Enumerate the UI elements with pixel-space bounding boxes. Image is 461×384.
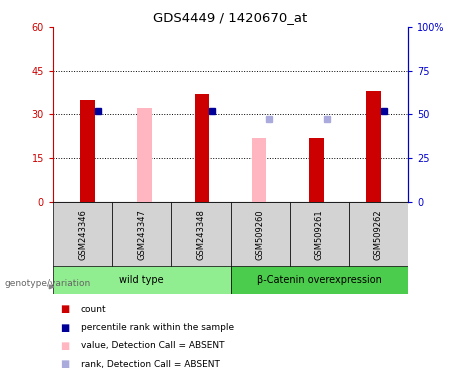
Title: GDS4449 / 1420670_at: GDS4449 / 1420670_at bbox=[154, 11, 307, 24]
Text: GSM509261: GSM509261 bbox=[315, 209, 324, 260]
Bar bbox=[252, 137, 266, 202]
Text: GSM243346: GSM243346 bbox=[78, 209, 87, 260]
Text: count: count bbox=[81, 305, 106, 314]
Bar bbox=[366, 91, 381, 202]
Text: GSM243348: GSM243348 bbox=[196, 209, 206, 260]
Text: genotype/variation: genotype/variation bbox=[5, 279, 91, 288]
Bar bbox=[171, 202, 230, 267]
Bar bbox=[349, 202, 408, 267]
Bar bbox=[112, 202, 171, 267]
Text: ■: ■ bbox=[60, 304, 69, 314]
Text: wild type: wild type bbox=[119, 275, 164, 285]
Bar bbox=[230, 202, 290, 267]
Text: GSM243347: GSM243347 bbox=[137, 209, 146, 260]
Bar bbox=[53, 266, 230, 294]
Text: GSM509260: GSM509260 bbox=[255, 209, 265, 260]
Bar bbox=[230, 266, 408, 294]
Bar bbox=[309, 137, 324, 202]
Text: percentile rank within the sample: percentile rank within the sample bbox=[81, 323, 234, 332]
Text: β-Catenin overexpression: β-Catenin overexpression bbox=[257, 275, 382, 285]
Bar bbox=[137, 108, 152, 202]
Bar bbox=[195, 94, 209, 202]
Bar bbox=[53, 202, 112, 267]
Text: rank, Detection Call = ABSENT: rank, Detection Call = ABSENT bbox=[81, 360, 219, 369]
Text: GSM509262: GSM509262 bbox=[374, 209, 383, 260]
Bar bbox=[80, 100, 95, 202]
Polygon shape bbox=[49, 285, 54, 289]
Bar bbox=[290, 202, 349, 267]
Text: value, Detection Call = ABSENT: value, Detection Call = ABSENT bbox=[81, 341, 224, 351]
Text: ■: ■ bbox=[60, 323, 69, 333]
Text: ■: ■ bbox=[60, 359, 69, 369]
Text: ■: ■ bbox=[60, 341, 69, 351]
